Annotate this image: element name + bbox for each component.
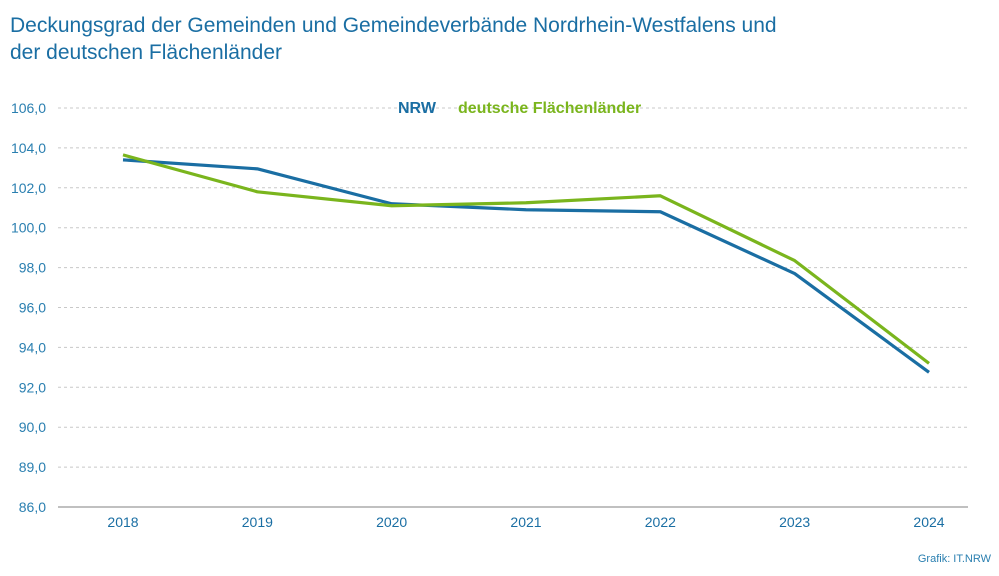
x-tick-label: 2023 <box>779 514 810 530</box>
y-tick-label: 104,0 <box>11 140 46 156</box>
y-tick-label: 102,0 <box>11 180 46 196</box>
x-tick-label: 2020 <box>376 514 407 530</box>
gridlines <box>58 107 968 508</box>
y-tick-label: 100,0 <box>11 220 46 236</box>
y-tick-label: 90,0 <box>19 419 46 435</box>
y-tick-label: 106,0 <box>11 100 46 116</box>
series-line-flaechenlaender <box>122 153 930 365</box>
series-line-nrw <box>122 158 930 374</box>
x-tick-label: 2018 <box>107 514 138 530</box>
series-lines <box>122 153 930 374</box>
chart-title-line-1: Deckungsgrad der Gemeinden und Gemeindev… <box>10 14 777 37</box>
legend-item-nrw: NRW <box>398 100 437 117</box>
x-tick-label: 2022 <box>645 514 676 530</box>
y-axis-ticks: 86,0 89,0 90,0 92,0 94,0 96,0 98,0 100,0 102,0 10… <box>11 100 46 515</box>
x-axis-ticks: 2018 2019 2020 2021 2022 2023 2024 <box>107 514 944 530</box>
y-tick-label: 86,0 <box>19 499 46 515</box>
y-tick-label: 89,0 <box>19 459 46 475</box>
x-tick-label: 2021 <box>510 514 541 530</box>
y-tick-label: 98,0 <box>19 260 46 276</box>
legend-item-flaechenlaender: deutsche Flächenländer <box>458 100 641 117</box>
x-tick-label: 2019 <box>242 514 273 530</box>
legend: NRW deutsche Flächenländer <box>398 100 641 117</box>
y-tick-label: 96,0 <box>19 300 46 316</box>
x-tick-label: 2024 <box>913 514 944 530</box>
source-credit: Grafik: IT.NRW <box>917 553 991 565</box>
y-tick-label: 92,0 <box>19 379 46 395</box>
chart-title-line-2: der deutschen Flächenländer <box>10 41 283 64</box>
chart-title: Deckungsgrad der Gemeinden und Gemeindev… <box>10 12 970 66</box>
y-tick-label: 94,0 <box>19 339 46 355</box>
